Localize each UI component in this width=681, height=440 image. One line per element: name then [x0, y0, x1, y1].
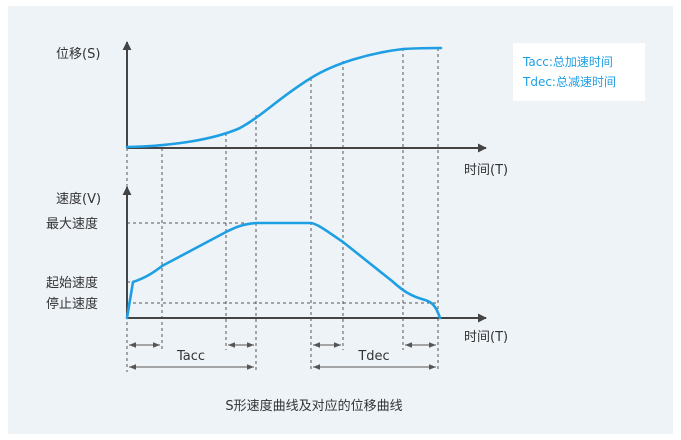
displacement-axes — [122, 41, 487, 153]
level-guide-lines — [127, 222, 438, 304]
displacement-x-label: 时间(T) — [464, 163, 508, 178]
stop-speed-label: 停止速度 — [46, 296, 98, 312]
velocity-curve — [125, 221, 442, 320]
diagram-title: S形速度曲线及对应的位移曲线 — [225, 398, 402, 414]
velocity-axes — [122, 186, 487, 323]
legend-box: Tacc:总加速时间 Tdec:总减速时间 — [513, 43, 645, 101]
displacement-y-label: 位移(S) — [56, 47, 100, 62]
max-speed-label: 最大速度 — [46, 216, 98, 232]
interval-arrows — [129, 342, 436, 370]
velocity-y-label: 速度(V) — [56, 191, 101, 207]
legend-item-tdec: Tdec:总减速时间 — [523, 75, 616, 89]
tdec-label: Tdec — [357, 349, 389, 364]
velocity-x-label: 时间(T) — [464, 330, 508, 345]
tacc-label: Tacc — [176, 349, 205, 364]
start-speed-label: 起始速度 — [46, 275, 98, 291]
displacement-curve — [125, 46, 443, 149]
legend-item-tacc: Tacc:总加速时间 — [523, 55, 613, 69]
